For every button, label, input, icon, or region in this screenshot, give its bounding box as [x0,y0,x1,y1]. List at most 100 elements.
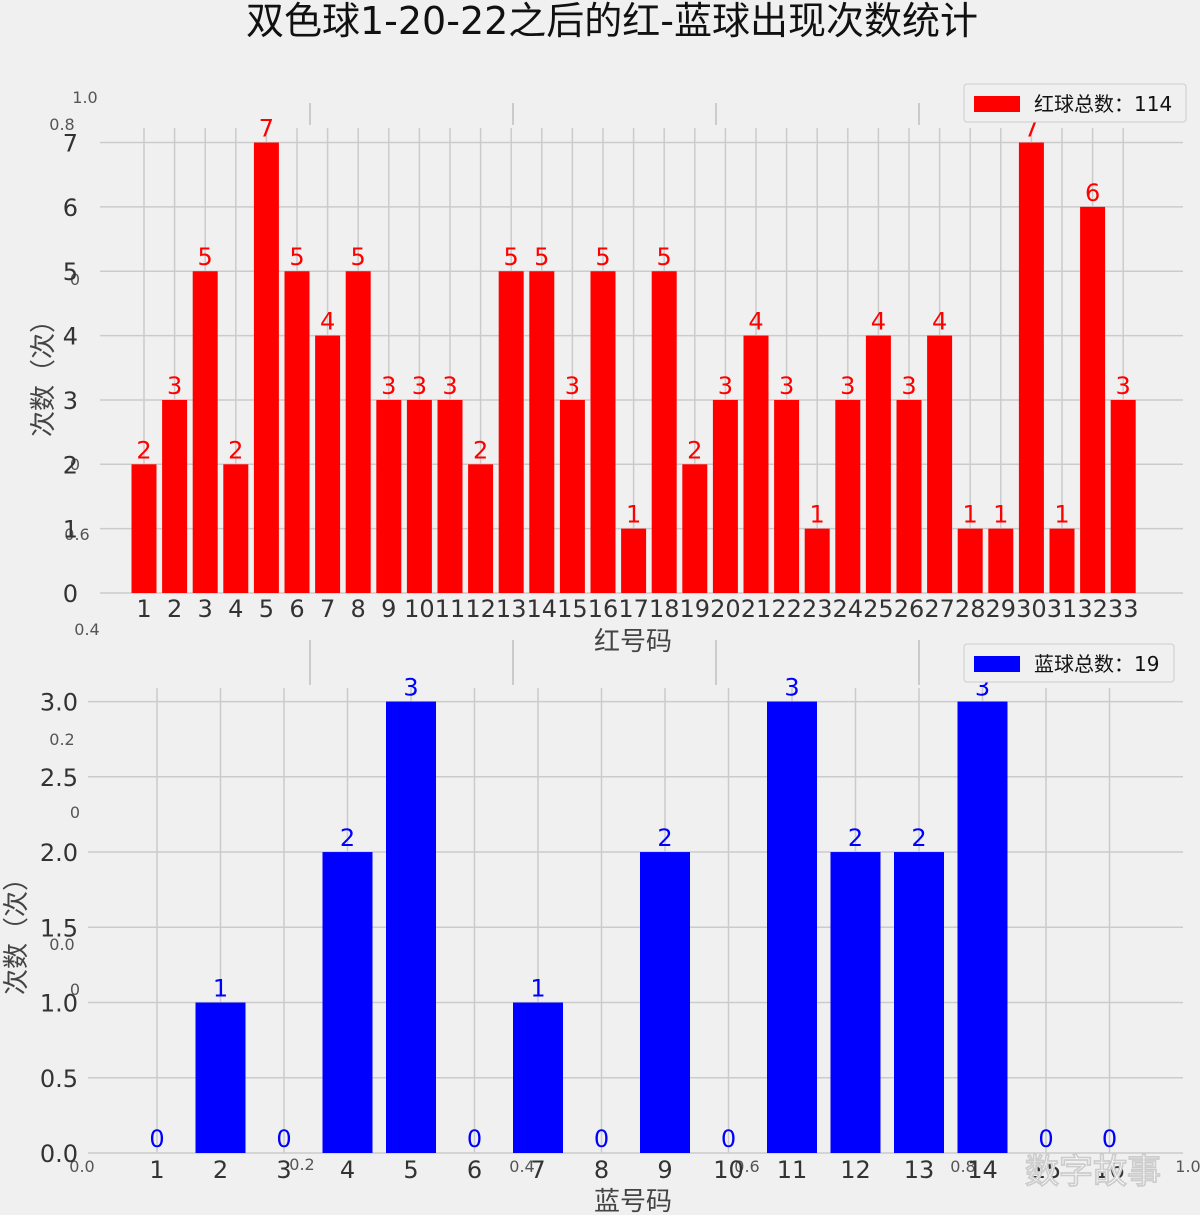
bar-value-label: 2 [228,436,243,464]
bar-value-label: 6 [1085,179,1100,207]
x-tick-label: 7 [320,595,335,623]
x-tick-label: 1 [149,1156,164,1184]
x-tick-label: 28 [955,595,986,623]
bar-value-label: 4 [748,308,763,336]
y-tick-label: 0.0 [40,1140,78,1168]
x-tick-label: 8 [594,1156,609,1184]
x-tick-label: 9 [381,595,396,623]
y-axis-label: 次数（次） [29,307,59,437]
ghost-y-tick: 0.8 [49,115,74,134]
x-tick-label: 16 [1094,1156,1125,1184]
x-tick-label: 3 [198,595,213,623]
ghost-x-tick: 0.0 [69,1157,94,1176]
x-tick-label: 27 [924,595,955,623]
bar [376,399,402,593]
x-tick-label: 6 [467,1156,482,1184]
bar [253,142,279,593]
bar-value-label: 4 [871,308,886,336]
x-axis-label: 红号码 [594,627,672,657]
x-tick-label: 2 [167,595,182,623]
bar-value-label: 5 [534,243,549,271]
bar-value-label: 0 [276,1125,291,1153]
y-tick-label: 5 [63,258,78,286]
bar [894,852,944,1153]
x-tick-label: 29 [986,595,1017,623]
x-tick-label: 14 [527,595,558,623]
bar [957,701,1008,1153]
x-tick-label: 10 [713,1156,744,1184]
bar-value-label: 2 [687,436,702,464]
bar [774,399,800,593]
blue-ball-chart: 0.00.51.01.52.02.53.00112032435061708290… [2,643,1183,1215]
x-tick-label: 5 [259,595,274,623]
x-tick-label: 23 [802,595,833,623]
bar [682,464,708,593]
bar-value-label: 1 [530,975,545,1003]
bar [284,271,310,593]
bar-value-label: 5 [351,243,366,271]
bar [131,464,157,593]
bar-value-label: 0 [594,1125,609,1153]
x-tick-label: 11 [777,1156,808,1184]
bar-value-label: 0 [1102,1125,1117,1153]
bar-value-label: 3 [412,372,427,400]
x-tick-label: 5 [403,1156,418,1184]
bar [529,271,555,593]
bar [957,528,983,593]
x-tick-label: 12 [465,595,496,623]
bar [322,852,373,1153]
bar [988,528,1014,593]
legend-swatch [974,656,1020,672]
bar-value-label: 3 [442,372,457,400]
bar [651,271,677,593]
x-tick-label: 7 [530,1156,545,1184]
bar-value-label: 2 [473,436,488,464]
bar-value-label: 2 [848,824,863,852]
bar-value-label: 1 [626,501,641,529]
bar-value-label: 0 [149,1125,164,1153]
y-tick-label: 2 [63,451,78,479]
ghost-y-tick: 1.0 [72,88,97,107]
x-tick-label: 10 [404,595,435,623]
bar [468,464,494,593]
legend-swatch [974,96,1020,112]
bar-value-label: 1 [1054,501,1069,529]
x-tick-label: 4 [340,1156,355,1184]
bar-value-label: 2 [136,436,151,464]
bar [927,335,953,593]
bar-value-label: 3 [403,674,418,702]
x-tick-label: 13 [904,1156,935,1184]
x-tick-label: 31 [1047,595,1078,623]
y-tick-label: 4 [63,323,78,351]
ghost-x-tick: 0.8 [950,1157,975,1176]
bar-value-label: 3 [784,674,799,702]
bar [1080,206,1106,593]
bar-value-label: 5 [504,243,519,271]
bar-value-label: 0 [1038,1125,1053,1153]
y-tick-label: 1.5 [40,914,78,942]
bar-value-label: 3 [901,372,916,400]
x-tick-label: 9 [657,1156,672,1184]
legend-box [963,83,1187,123]
x-tick-label: 1 [136,595,151,623]
y-tick-label: 0.5 [40,1065,78,1093]
bar [865,335,891,593]
ghost-y-tick: 0.2 [49,730,74,749]
ghost-x-tick: 1.0 [1175,1157,1200,1176]
bar [223,464,249,593]
x-tick-label: 8 [351,595,366,623]
x-tick-label: 30 [1016,595,1047,623]
bar [345,271,371,593]
bar-value-label: 4 [932,308,947,336]
x-tick-label: 22 [771,595,802,623]
x-tick-label: 2 [213,1156,228,1184]
legend-label: 蓝球总数：19 [1034,652,1159,676]
y-tick-label: 1 [63,516,78,544]
bar [195,1002,246,1153]
x-tick-label: 20 [710,595,741,623]
x-tick-label: 19 [680,595,711,623]
x-tick-label: 6 [289,595,304,623]
y-tick-label: 2.5 [40,764,78,792]
ghost-axis-layer: 1.0 0.8 0.6 0.4 0.2 0.0 0.0 0.2 0.4 0.6 0.8 1.0 0 0 0 0 [49,88,1200,1176]
ghost-y-tick: 0 [70,980,80,999]
